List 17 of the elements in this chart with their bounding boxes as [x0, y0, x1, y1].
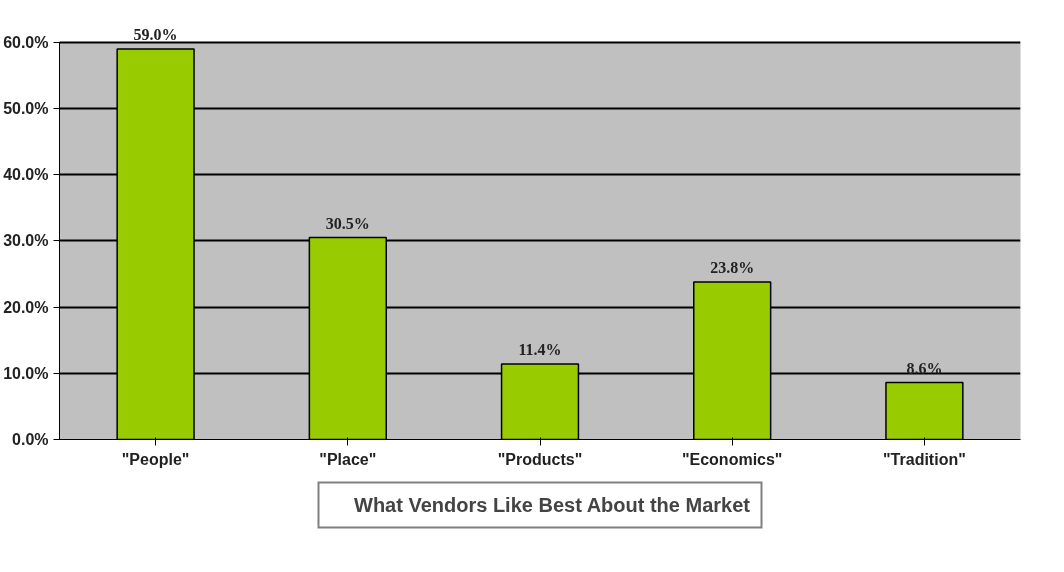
- text: 30.5%: [325, 214, 370, 232]
- y-tick-label: 30.0%: [3, 232, 49, 250]
- y-tick-label: 60.0%: [3, 33, 49, 51]
- y-tick-label: 20.0%: [3, 298, 49, 316]
- x-tick-label: "People": [121, 450, 190, 468]
- x-tick-label: "Place": [319, 450, 377, 468]
- x-tick-label: "Economics": [681, 450, 783, 468]
- text: 59.0%: [133, 25, 178, 43]
- text: What Vendors Like Best About the Market: [354, 493, 750, 517]
- y-tick-label: 50.0%: [3, 99, 49, 117]
- text: 11.4%: [518, 341, 562, 359]
- x-tick-label: "Tradition": [883, 450, 966, 468]
- y-tick-label: 0.0%: [12, 431, 49, 448]
- y-tick-label: 40.0%: [3, 166, 49, 184]
- x-tick-label: "Products": [497, 450, 583, 468]
- y-tick-label: 10.0%: [3, 364, 49, 382]
- text: 23.8%: [710, 258, 755, 276]
